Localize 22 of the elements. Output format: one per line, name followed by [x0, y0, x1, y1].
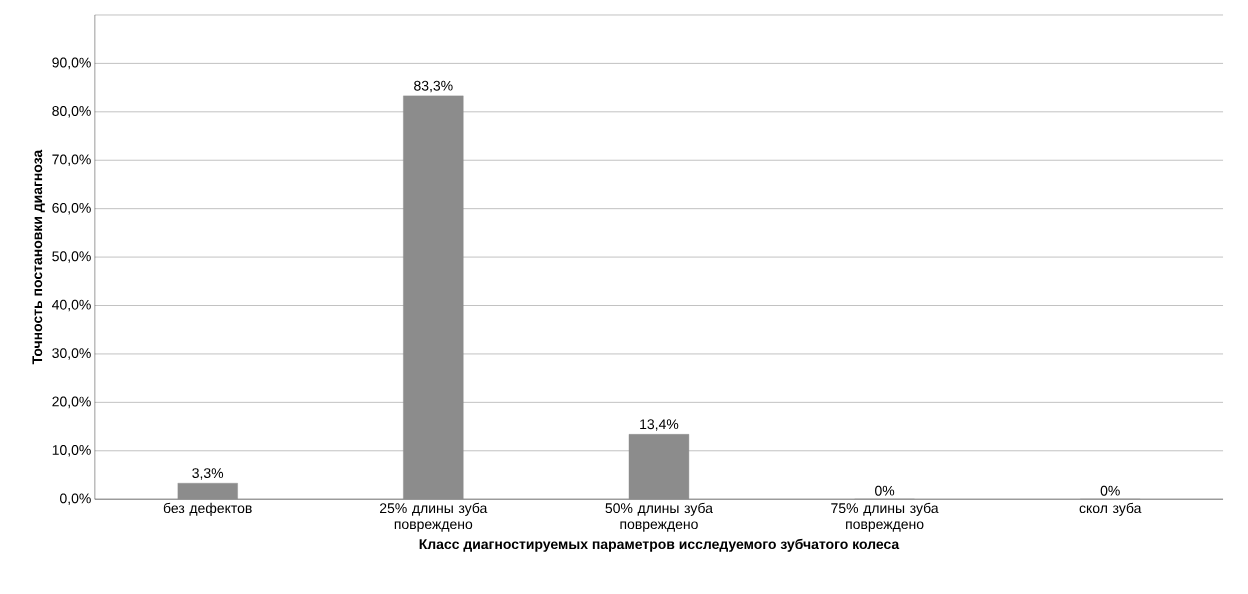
y-tick-label: 70,0% — [52, 154, 91, 166]
y-tick-label: 40,0% — [52, 299, 91, 312]
data-label: 83,3% — [414, 80, 453, 93]
y-tick-label: 60,0% — [52, 202, 91, 215]
y-tick-label: 30,0% — [52, 348, 91, 360]
y-tick-label: 90,0% — [52, 57, 91, 70]
data-label: 0% — [1100, 485, 1120, 496]
y-tick-label: 10,0% — [52, 444, 91, 457]
x-axis-title: Класс диагностируемых параметров исследуемого зубчатого колеса — [419, 538, 900, 552]
y-tick-label: 50,0% — [52, 251, 91, 263]
y-tick-label: 0,0% — [60, 493, 91, 505]
data-label: 13,4% — [640, 419, 679, 431]
x-tick-label: 75% длины зуба повреждено — [831, 502, 939, 532]
x-tick-label: 50% длины зуба повреждено — [605, 502, 713, 532]
y-tick-label: 80,0% — [52, 106, 91, 118]
data-label: 0% — [875, 485, 895, 496]
y-axis-title: Точность постановки диагноза — [32, 149, 45, 365]
x-tick-label: скол зуба — [1079, 502, 1142, 516]
y-tick-label: 20,0% — [52, 396, 91, 409]
x-tick-label: без дефектов — [163, 502, 252, 516]
data-label: 3,3% — [192, 468, 224, 480]
x-tick-label: 25% длины зуба повреждено — [379, 502, 488, 532]
